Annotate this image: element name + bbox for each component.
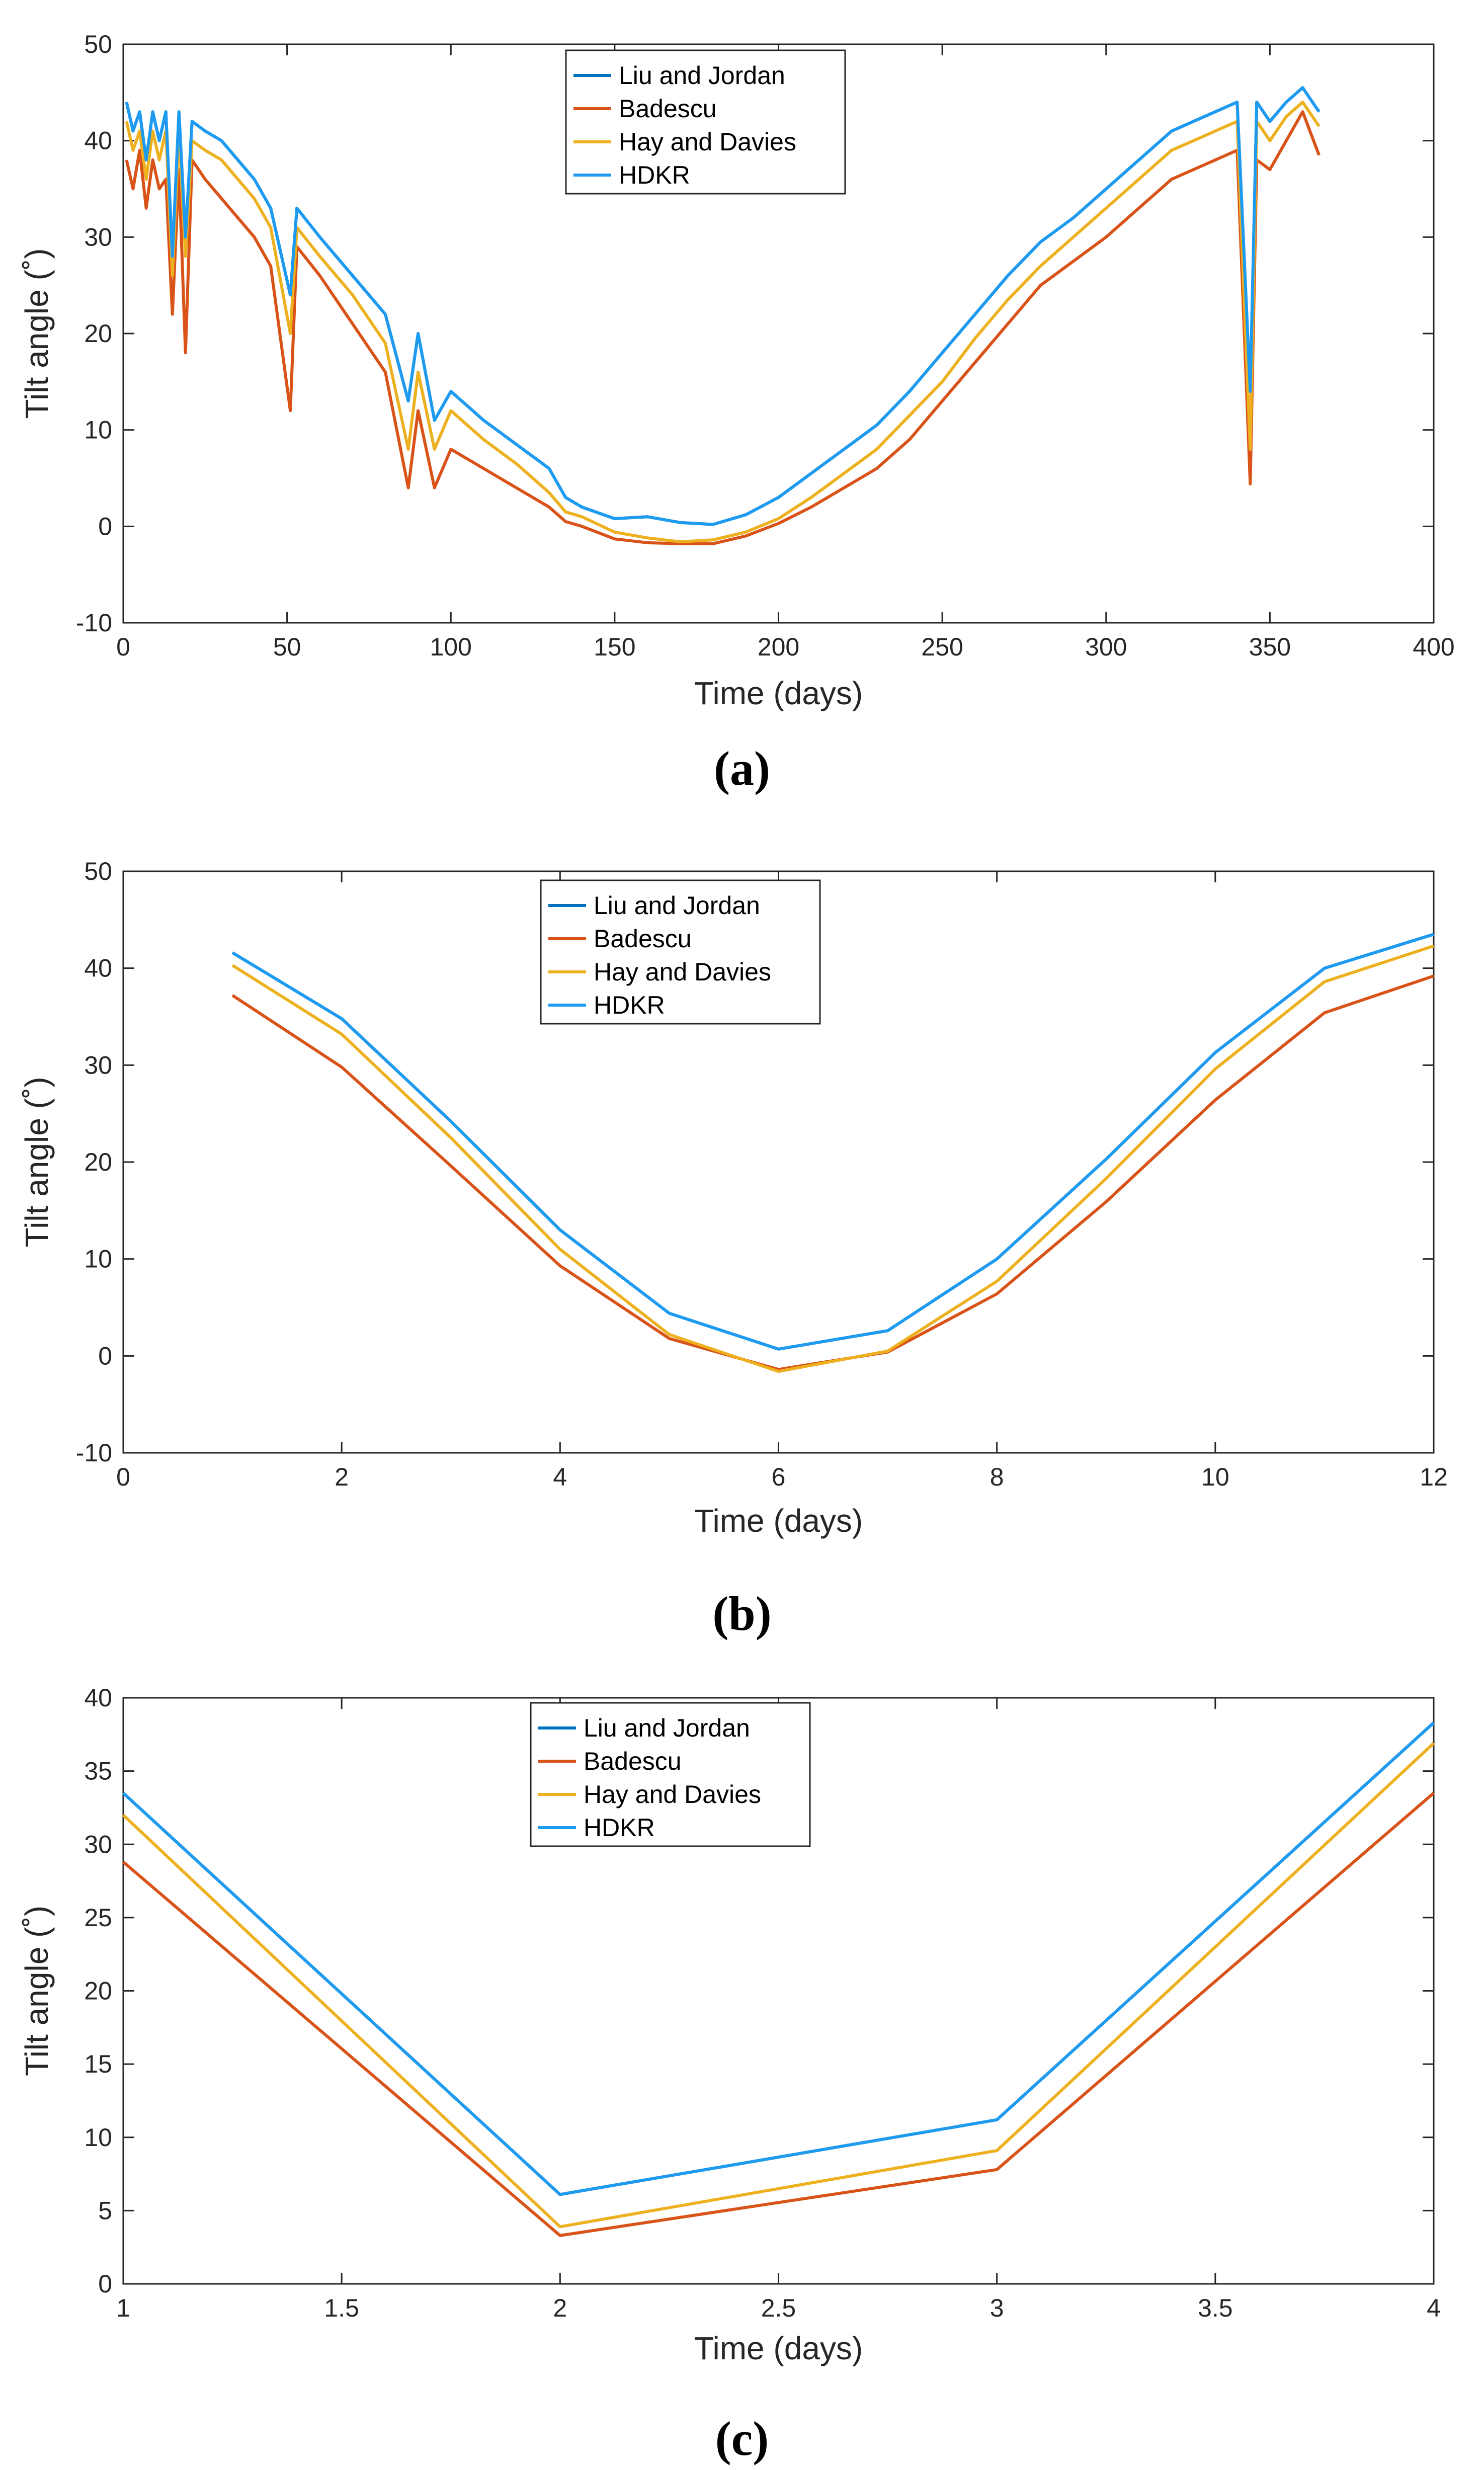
y-tick-label: 10 bbox=[84, 416, 112, 444]
y-tick-label: 20 bbox=[84, 319, 112, 348]
y-axis-label: Tilt angle (˚) bbox=[19, 248, 55, 419]
series-line-hdkr bbox=[231, 933, 1434, 1351]
x-tick-label: 0 bbox=[116, 1463, 130, 1491]
x-tick-label: 150 bbox=[594, 633, 635, 661]
x-axis-label: Time (days) bbox=[694, 2330, 863, 2366]
y-tick-label: 5 bbox=[98, 2196, 112, 2225]
x-tick-label: 8 bbox=[990, 1463, 1004, 1491]
x-tick-label: 4 bbox=[1427, 2294, 1441, 2322]
x-axis-label: Time (days) bbox=[694, 1503, 863, 1539]
x-tick-label: 300 bbox=[1085, 633, 1127, 661]
series-line-hdkr bbox=[122, 1721, 1435, 2196]
x-tick-label: 6 bbox=[772, 1463, 786, 1491]
panel-caption: (b) bbox=[712, 1587, 771, 1640]
y-tick-label: 0 bbox=[98, 512, 112, 540]
y-tick-label: 40 bbox=[84, 127, 112, 155]
legend-box bbox=[530, 1702, 811, 1847]
x-tick-label: 350 bbox=[1249, 633, 1291, 661]
y-axis-label: Tilt angle (˚) bbox=[19, 1077, 55, 1247]
legend-entry: Liu and Jordan bbox=[584, 1714, 750, 1742]
y-tick-label: 10 bbox=[84, 2123, 112, 2152]
y-tick-label: 40 bbox=[84, 1684, 112, 1712]
legend-entry: HDKR bbox=[584, 1814, 655, 1842]
x-tick-label: 100 bbox=[430, 633, 472, 661]
y-tick-label: 30 bbox=[84, 1830, 112, 1858]
x-tick-label: 50 bbox=[273, 633, 301, 661]
y-tick-label: 25 bbox=[84, 1904, 112, 1932]
x-tick-label: 2 bbox=[553, 2294, 567, 2322]
x-tick-label: 200 bbox=[758, 633, 799, 661]
x-tick-label: 3 bbox=[990, 2294, 1004, 2322]
y-tick-label: 0 bbox=[98, 1342, 112, 1370]
y-tick-label: 30 bbox=[84, 1051, 112, 1079]
x-tick-label: 3.5 bbox=[1198, 2294, 1233, 2322]
series-line-hay-and-davies bbox=[122, 1742, 1435, 2229]
y-tick-label: 0 bbox=[98, 2270, 112, 2298]
x-tick-label: 1.5 bbox=[324, 2294, 359, 2322]
legend-entry: HDKR bbox=[619, 161, 690, 189]
legend-entry: Liu and Jordan bbox=[619, 61, 785, 90]
series-line-hdkr bbox=[125, 86, 1321, 526]
legend-box bbox=[565, 49, 846, 195]
legend-entry: Liu and Jordan bbox=[594, 891, 760, 920]
y-tick-label: -10 bbox=[76, 1439, 112, 1467]
y-tick-label: 40 bbox=[84, 954, 112, 982]
legend-box bbox=[540, 879, 821, 1025]
panel-caption: (c) bbox=[715, 2412, 769, 2465]
legend-entry: HDKR bbox=[594, 991, 665, 1019]
y-tick-label: 35 bbox=[84, 1757, 112, 1785]
x-tick-label: 12 bbox=[1420, 1463, 1448, 1491]
legend-entry: Hay and Davies bbox=[619, 128, 796, 156]
chart-panel-a: 0 50 100 150 200 250 300 350 400-1001020304050Ti… bbox=[19, 30, 1455, 795]
y-tick-label: 50 bbox=[84, 857, 112, 885]
y-tick-label: 20 bbox=[84, 1148, 112, 1176]
series-line-hay-and-davies bbox=[231, 944, 1434, 1373]
y-tick-label: 50 bbox=[84, 30, 112, 58]
x-tick-label: 2.5 bbox=[761, 2294, 796, 2322]
x-tick-label: 0 bbox=[116, 633, 130, 661]
legend: Liu and Jordan Badescu Hay and Davies HDKR bbox=[565, 49, 846, 195]
x-axis-label: Time (days) bbox=[694, 675, 863, 711]
legend-entry: Hay and Davies bbox=[594, 958, 771, 986]
legend-entry: Hay and Davies bbox=[584, 1780, 761, 1808]
legend-entry: Badescu bbox=[619, 95, 717, 123]
series-line-badescu bbox=[122, 1792, 1435, 2237]
y-tick-label: -10 bbox=[76, 609, 112, 637]
x-tick-label: 4 bbox=[553, 1463, 567, 1491]
x-tick-label: 1 bbox=[116, 2294, 130, 2322]
y-tick-label: 10 bbox=[84, 1245, 112, 1273]
panel-caption: (a) bbox=[714, 742, 770, 795]
legend-entry: Badescu bbox=[594, 925, 692, 953]
y-tick-label: 30 bbox=[84, 223, 112, 251]
series-line-badescu bbox=[125, 110, 1321, 545]
x-tick-label: 400 bbox=[1413, 633, 1454, 661]
legend: Liu and Jordan Badescu Hay and Davies HDKR bbox=[530, 1702, 811, 1847]
x-tick-label: 10 bbox=[1201, 1463, 1229, 1491]
y-tick-label: 15 bbox=[84, 2050, 112, 2078]
y-tick-label: 20 bbox=[84, 1977, 112, 2005]
legend: Liu and Jordan Badescu Hay and Davies HDKR bbox=[540, 879, 821, 1025]
x-tick-label: 2 bbox=[335, 1463, 349, 1491]
x-tick-label: 250 bbox=[921, 633, 963, 661]
legend-entry: Badescu bbox=[584, 1747, 682, 1775]
y-axis-label: Tilt angle (˚) bbox=[19, 1906, 55, 2076]
